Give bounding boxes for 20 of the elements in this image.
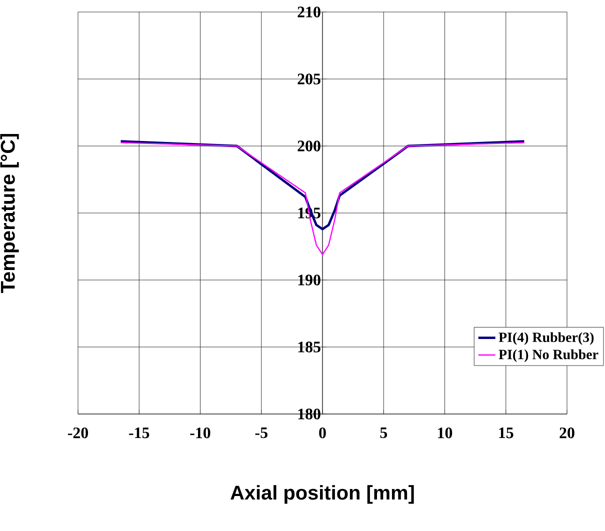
line-series [120,140,526,230]
y-tick-label: 205 [298,74,320,84]
y-tick-label: 210 [298,6,320,18]
legend-label: PI(1) No Rubber [498,349,598,362]
x-tick-label: -15 [129,428,150,438]
x-tick-label: 10 [438,428,452,438]
y-tick-label: 185 [298,342,320,352]
line-series [120,142,525,256]
x-tick-label: -10 [190,428,210,438]
x-axis-title: Axial position [mm] [230,485,414,504]
y-axis-title: Temperature [°C] [0,134,19,293]
x-tick-label: -5 [255,428,268,438]
x-tick-label: 0 [319,428,326,438]
x-tick-label: 5 [380,428,388,438]
x-tick-label: 15 [499,428,514,438]
x-tick-label: 20 [560,428,574,438]
y-tick-label: 200 [298,140,320,152]
y-tick-label: 190 [298,274,320,286]
x-tick-label: -20 [68,428,88,438]
legend-label: PI(4) Rubber(3) [498,332,594,345]
